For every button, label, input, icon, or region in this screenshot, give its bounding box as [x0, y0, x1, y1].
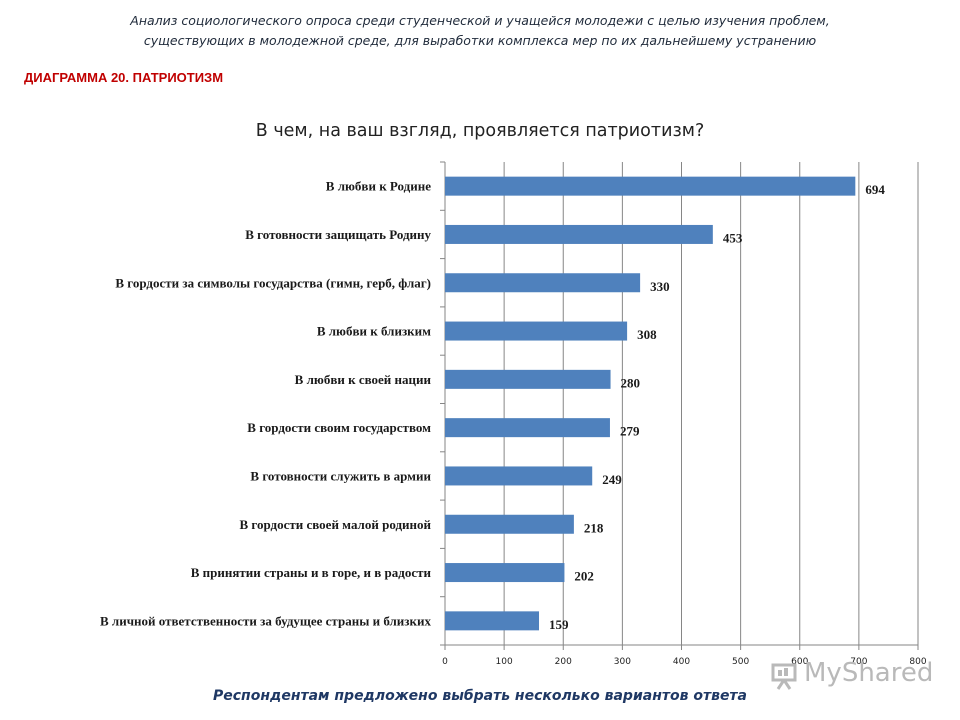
- category-label: В личной ответственности за будущее стра…: [100, 613, 431, 628]
- category-label: В гордости за символы государства (гимн,…: [115, 275, 431, 290]
- category-label: В любви к близким: [317, 324, 431, 339]
- data-label: 280: [621, 375, 641, 390]
- bar: [445, 514, 574, 534]
- category-label: В гордости своим государством: [247, 420, 431, 435]
- chart-title: В чем, на ваш взгляд, проявляется патрио…: [255, 121, 705, 141]
- category-label: В гордости своей малой родиной: [239, 517, 431, 532]
- x-tick-label: 400: [673, 657, 690, 667]
- slide-presenter-icon: [771, 663, 797, 690]
- bar: [445, 611, 540, 631]
- bar: [445, 176, 856, 196]
- x-tick-label: 700: [850, 657, 867, 667]
- bar: [445, 321, 628, 341]
- watermark-text: MyShared: [804, 658, 934, 688]
- data-label: 330: [650, 279, 670, 294]
- category-label: В любви к своей нации: [295, 372, 432, 387]
- data-label: 453: [723, 230, 743, 245]
- category-label: В любви к Родине: [326, 179, 431, 194]
- data-label: 249: [602, 472, 622, 487]
- x-tick-label: 500: [732, 657, 749, 667]
- data-label: 202: [574, 569, 594, 584]
- data-label: 308: [637, 327, 657, 342]
- footer-note: Респондентам предложено выбрать нескольк…: [213, 688, 747, 704]
- x-tick-label: 0: [442, 657, 448, 667]
- category-label: В принятии страны и в горе, и в радости: [191, 565, 432, 580]
- data-label: 218: [584, 520, 604, 535]
- x-tick-label: 600: [791, 657, 808, 667]
- bar: [445, 418, 610, 438]
- bar: [445, 563, 565, 583]
- bar: [445, 369, 611, 389]
- data-label: 159: [549, 617, 569, 632]
- diagram-label: ДИАГРАММА 20. ПАТРИОТИЗМ: [24, 70, 224, 85]
- data-label: 279: [620, 424, 640, 439]
- x-tick-label: 100: [496, 657, 513, 667]
- x-tick-label: 200: [555, 657, 572, 667]
- x-tick-label: 800: [909, 657, 926, 667]
- report-header-line-1: Анализ социологического опроса среди сту…: [130, 13, 830, 28]
- category-label: В готовности защищать Родину: [245, 227, 431, 242]
- category-label: В готовности служить в армии: [250, 468, 431, 483]
- x-tick-label: 300: [614, 657, 631, 667]
- report-header-line-2: существующих в молодежной среде, для выр…: [143, 33, 817, 48]
- watermark: MyShared: [770, 656, 940, 696]
- bar: [445, 224, 713, 244]
- bar: [445, 273, 641, 293]
- bar: [445, 466, 593, 486]
- data-label: 694: [865, 182, 885, 197]
